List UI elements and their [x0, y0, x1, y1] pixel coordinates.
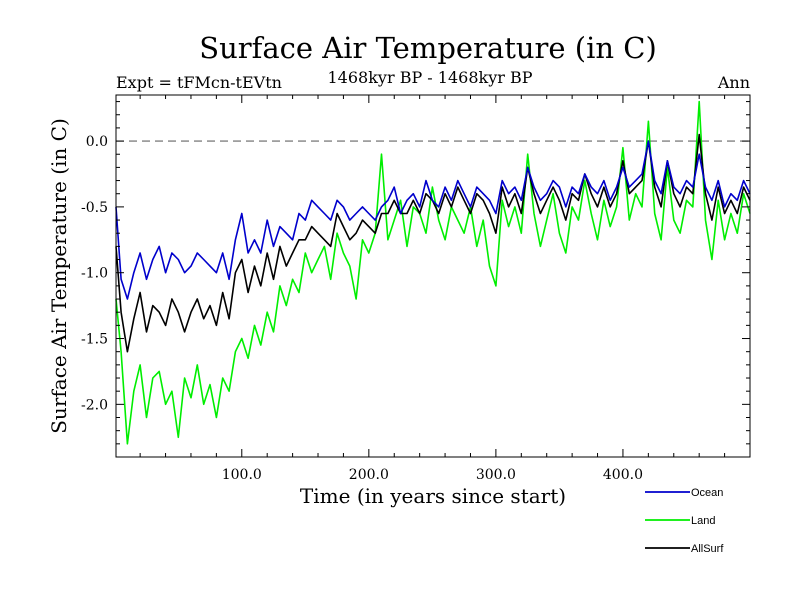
legend-label-allsurf: AllSurf [691, 543, 724, 555]
y-tick-label: -2.0 [81, 397, 108, 413]
period-label: Ann [717, 73, 750, 92]
y-tick-label: -1.0 [81, 266, 108, 282]
legend-label-ocean: Ocean [691, 487, 723, 499]
x-axis-label: Time (in years since start) [300, 484, 566, 508]
y-tick-label: -1.5 [81, 332, 108, 348]
x-tick-label: 200.0 [349, 467, 389, 483]
experiment-label: Expt = tFMcn-tEVtn [116, 73, 282, 92]
legend: Ocean Land AllSurf [645, 487, 724, 555]
plot-frame [115, 94, 751, 458]
y-axis-label: Surface Air Temperature (in C) [47, 118, 71, 434]
series-line-allsurf [115, 133, 751, 353]
y-tick-label: 0.0 [86, 134, 108, 150]
plot-area [115, 100, 751, 445]
x-tick-label: 400.0 [603, 467, 643, 483]
y-tick-label: -0.5 [81, 200, 108, 216]
x-tick-label: 100.0 [222, 467, 262, 483]
series-line-ocean [115, 140, 751, 300]
legend-label-land: Land [691, 515, 715, 527]
chart-subtitle: 1468kyr BP - 1468kyr BP [328, 68, 533, 87]
series-line-land [115, 100, 751, 445]
x-tick-label: 300.0 [476, 467, 516, 483]
chart-title: Surface Air Temperature (in C) [199, 31, 657, 65]
